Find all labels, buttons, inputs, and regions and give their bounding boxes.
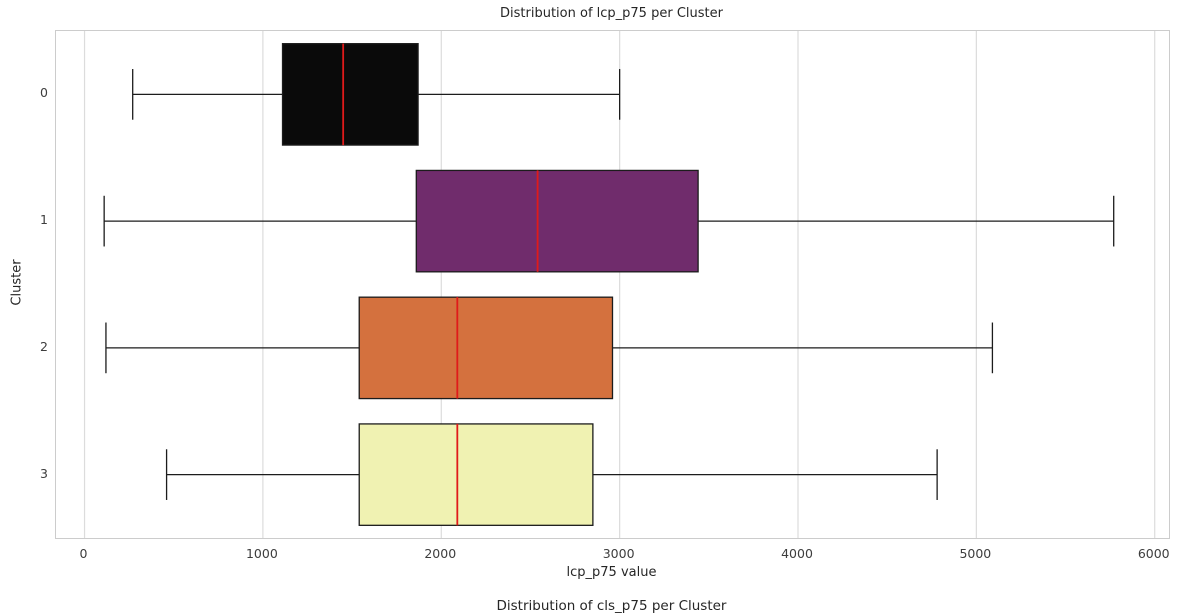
x-tick-label: 2000	[424, 546, 457, 561]
y-tick-label: 0	[40, 85, 48, 101]
x-tick-label: 6000	[1137, 546, 1170, 561]
box-cluster-3	[358, 423, 594, 526]
box-cluster-1	[415, 169, 699, 273]
x-axis-label: lcp_p75 value	[566, 565, 657, 580]
y-axis-label: Cluster	[9, 259, 25, 306]
next-chart-title-partial: Distribution of cls_p75 per Cluster	[496, 598, 727, 614]
plot-area	[55, 30, 1170, 539]
chart-title: Distribution of lcp_p75 per Cluster	[500, 6, 723, 21]
x-tick-label: 0	[79, 546, 88, 561]
boxplot-canvas	[83, 31, 1156, 538]
box-cluster-0	[281, 43, 419, 146]
y-tick-label: 3	[40, 465, 48, 481]
x-tick-label: 3000	[602, 546, 635, 561]
box-cluster-2	[358, 296, 614, 400]
x-tick-label: 4000	[781, 546, 813, 561]
y-tick-label: 2	[40, 338, 48, 354]
y-tick-label: 1	[40, 212, 48, 228]
x-tick-label: 5000	[959, 546, 992, 561]
x-tick-label: 1000	[245, 546, 278, 561]
